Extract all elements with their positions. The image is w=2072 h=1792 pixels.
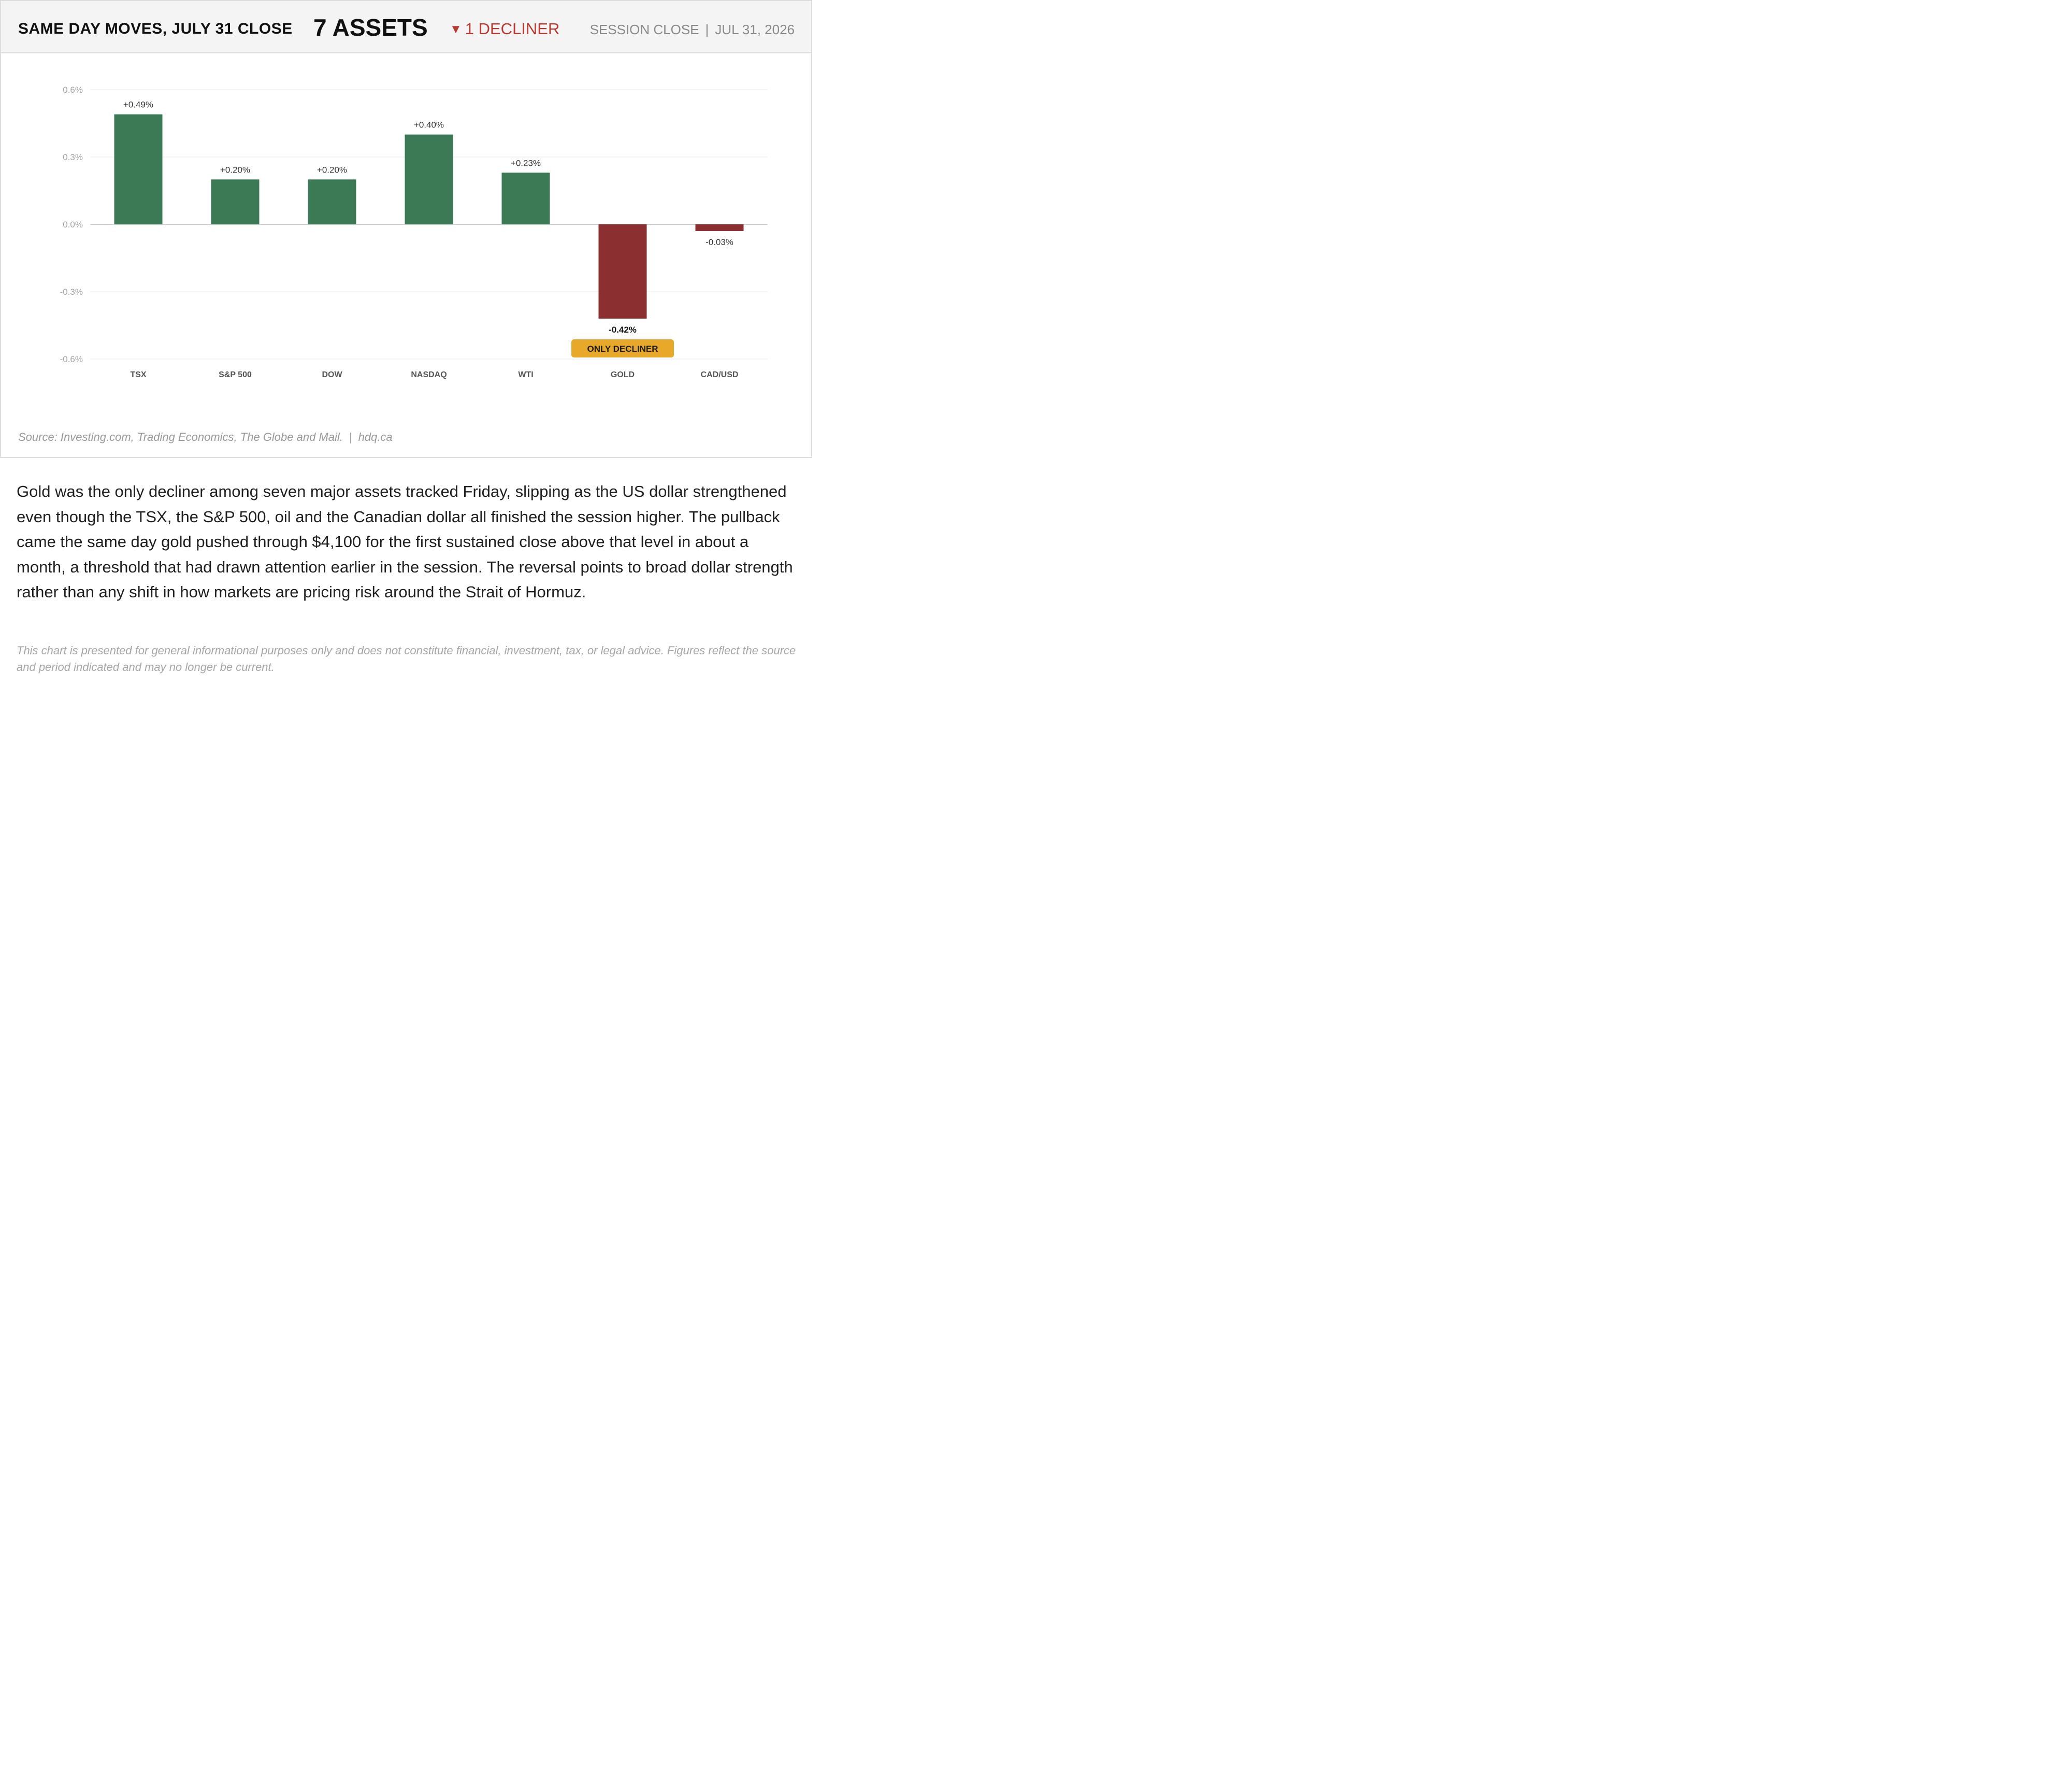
- y-tick-label: 0.0%: [63, 220, 83, 230]
- y-tick-label: -0.6%: [60, 354, 83, 364]
- x-tick-label: S&P 500: [219, 370, 252, 379]
- disclaimer: This chart is presented for general info…: [17, 644, 796, 673]
- data-label: -0.42%: [609, 325, 637, 335]
- y-tick-label: -0.3%: [60, 287, 83, 297]
- down-triangle-icon: ▼: [450, 22, 462, 36]
- decliner-label: 1 DECLINER: [465, 20, 560, 38]
- y-tick-label: 0.3%: [63, 152, 83, 162]
- asset-count: 7 ASSETS: [313, 14, 428, 41]
- chart-title: SAME DAY MOVES, JULY 31 CLOSE: [18, 20, 293, 37]
- source-separator: |: [349, 431, 352, 443]
- data-label: +0.20%: [317, 165, 347, 175]
- y-tick-label: 0.6%: [63, 85, 83, 95]
- chart-header: SAME DAY MOVES, JULY 31 CLOSE 7 ASSETS ▼…: [1, 1, 811, 53]
- x-tick-label: WTI: [518, 370, 533, 379]
- chart-card: SAME DAY MOVES, JULY 31 CLOSE 7 ASSETS ▼…: [0, 0, 812, 458]
- x-tick-label: DOW: [322, 370, 342, 379]
- source-text: Source: Investing.com, Trading Economics…: [18, 431, 343, 443]
- bar-dow: [308, 179, 356, 224]
- session-label: SESSION CLOSE: [589, 22, 699, 37]
- bar-tsx: [114, 114, 163, 224]
- bar-gold: [598, 224, 647, 319]
- annotation-label: ONLY DECLINER: [587, 344, 658, 354]
- bar-wti: [501, 173, 550, 224]
- x-tick-label: CAD/USD: [701, 370, 739, 379]
- source-line: Source: Investing.com, Trading Economics…: [18, 431, 393, 444]
- x-tick-label: GOLD: [611, 370, 635, 379]
- x-tick-label: TSX: [130, 370, 146, 379]
- separator: |: [705, 22, 709, 37]
- only-decliner-badge: [571, 339, 674, 357]
- data-label: +0.40%: [414, 120, 444, 130]
- data-label: +0.23%: [511, 158, 541, 168]
- bar-cad-usd: [695, 224, 744, 231]
- source-site: hdq.ca: [358, 431, 393, 443]
- bar-s-p-500: [211, 179, 260, 224]
- x-tick-label: NASDAQ: [411, 370, 447, 379]
- article-paragraph: Gold was the only decliner among seven m…: [17, 482, 793, 601]
- bar-chart: 0.6% 0.3% 0.0% -0.3% -0.6% +0.49% TSX +0.20% S&P…: [60, 85, 768, 379]
- bar-nasdaq: [405, 134, 453, 224]
- session-date: JUL 31, 2026: [715, 22, 795, 37]
- data-label: -0.03%: [706, 237, 733, 247]
- session-info: SESSION CLOSE | JUL 31, 2026: [590, 22, 795, 38]
- data-label: +0.49%: [123, 100, 153, 110]
- data-label: +0.20%: [220, 165, 250, 175]
- decliner-count: ▼ 1 DECLINER: [450, 20, 559, 38]
